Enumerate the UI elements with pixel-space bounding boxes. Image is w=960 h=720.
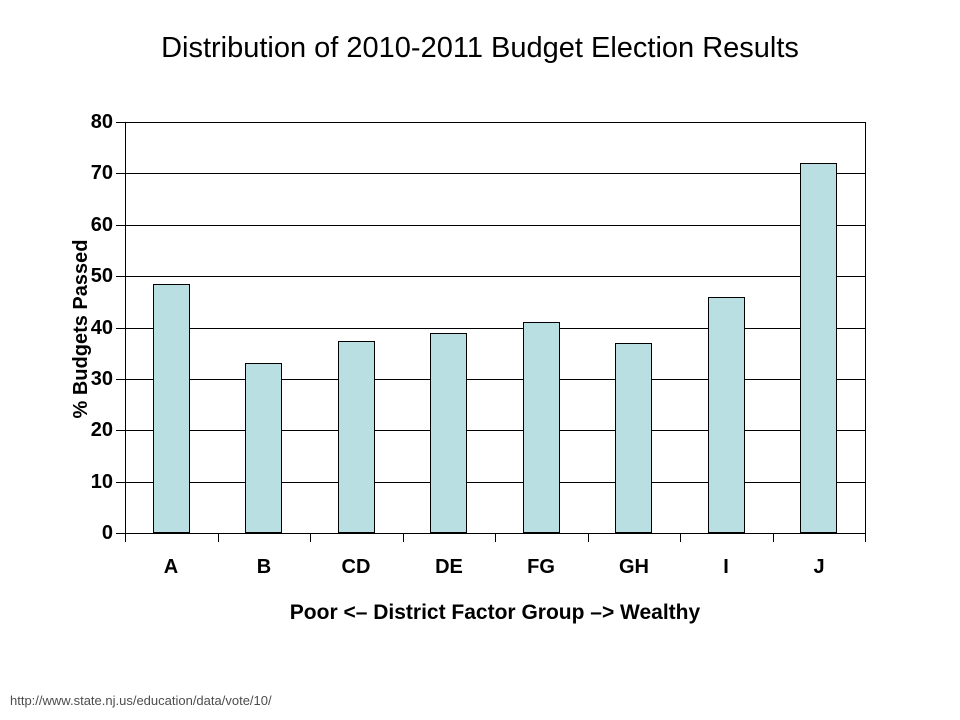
- y-tick-label-80: 80: [90, 111, 113, 133]
- gridline-60: [125, 225, 865, 226]
- gridline-70: [125, 173, 865, 174]
- x-tick-3: [403, 533, 404, 542]
- bar-I: [708, 297, 745, 533]
- x-tick-7: [773, 533, 774, 542]
- y-tick-label-50: 50: [90, 265, 113, 287]
- x-label-A: A: [163, 556, 179, 578]
- gridline-20: [125, 430, 865, 431]
- x-label-J: J: [813, 556, 825, 578]
- y-tick-label-70: 70: [90, 162, 113, 184]
- y-axis-line: [125, 122, 126, 533]
- bar-A: [153, 284, 190, 533]
- x-tick-8: [865, 533, 866, 542]
- y-tick-label-30: 30: [90, 368, 113, 390]
- x-label-B: B: [256, 556, 272, 578]
- y-tick-0: [116, 533, 125, 534]
- y-tick-label-0: 0: [101, 522, 113, 544]
- x-tick-5: [588, 533, 589, 542]
- bar-CD: [338, 341, 375, 533]
- y-tick-10: [116, 482, 125, 483]
- bar-B: [245, 363, 282, 533]
- bar-GH: [615, 343, 652, 533]
- y-tick-70: [116, 173, 125, 174]
- x-tick-2: [310, 533, 311, 542]
- y-tick-40: [116, 328, 125, 329]
- gridline-40: [125, 328, 865, 329]
- gridline-10: [125, 482, 865, 483]
- x-label-GH: GH: [619, 556, 649, 578]
- bar-FG: [523, 322, 560, 533]
- x-label-DE: DE: [435, 556, 463, 578]
- x-axis-title: Poor <– District Factor Group –> Wealthy: [289, 601, 701, 624]
- gridline-50: [125, 276, 865, 277]
- x-tick-6: [680, 533, 681, 542]
- chart-title: Distribution of 2010-2011 Budget Electio…: [161, 32, 799, 64]
- y-tick-30: [116, 379, 125, 380]
- x-label-FG: FG: [527, 556, 555, 578]
- x-tick-4: [495, 533, 496, 542]
- gridline-80: [125, 122, 865, 123]
- y-tick-60: [116, 225, 125, 226]
- y-tick-label-60: 60: [90, 214, 113, 236]
- y-tick-label-10: 10: [90, 471, 113, 493]
- source-url: http://www.state.nj.us/education/data/vo…: [10, 693, 272, 708]
- y-tick-80: [116, 122, 125, 123]
- y-tick-50: [116, 276, 125, 277]
- x-label-CD: CD: [341, 556, 371, 578]
- plot-border-right: [865, 122, 866, 534]
- bar-J: [800, 163, 837, 533]
- y-tick-label-40: 40: [90, 317, 113, 339]
- y-tick-label-20: 20: [90, 419, 113, 441]
- y-tick-20: [116, 430, 125, 431]
- x-label-I: I: [723, 556, 729, 578]
- gridline-30: [125, 379, 865, 380]
- bar-DE: [430, 333, 467, 533]
- x-tick-0: [125, 533, 126, 542]
- x-tick-1: [218, 533, 219, 542]
